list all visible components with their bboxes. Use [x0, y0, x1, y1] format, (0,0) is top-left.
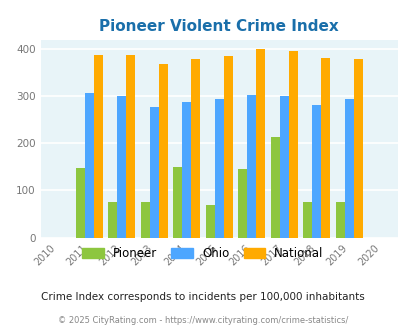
Bar [126, 55, 135, 238]
Text: Crime Index corresponds to incidents per 100,000 inhabitants: Crime Index corresponds to incidents per… [41, 292, 364, 302]
Bar [279, 96, 288, 238]
Bar [85, 93, 94, 238]
Bar [205, 205, 214, 238]
Bar [75, 168, 85, 238]
Bar [191, 59, 200, 238]
Bar [149, 107, 158, 238]
Bar [311, 105, 320, 238]
Text: © 2025 CityRating.com - https://www.cityrating.com/crime-statistics/: © 2025 CityRating.com - https://www.city… [58, 316, 347, 325]
Bar [158, 64, 168, 238]
Bar [214, 99, 223, 238]
Bar [173, 167, 182, 238]
Bar [247, 95, 256, 238]
Bar [335, 202, 344, 238]
Bar [302, 202, 311, 238]
Bar [237, 169, 247, 238]
Bar [140, 202, 149, 238]
Bar [353, 59, 362, 238]
Bar [117, 96, 126, 238]
Bar [94, 55, 103, 238]
Bar [320, 57, 330, 238]
Bar [288, 51, 297, 238]
Bar [256, 49, 265, 238]
Bar [270, 137, 279, 238]
Title: Pioneer Violent Crime Index: Pioneer Violent Crime Index [99, 19, 338, 34]
Legend: Pioneer, Ohio, National: Pioneer, Ohio, National [77, 242, 328, 265]
Bar [182, 102, 191, 238]
Bar [223, 56, 232, 238]
Bar [108, 202, 117, 238]
Bar [344, 99, 353, 238]
